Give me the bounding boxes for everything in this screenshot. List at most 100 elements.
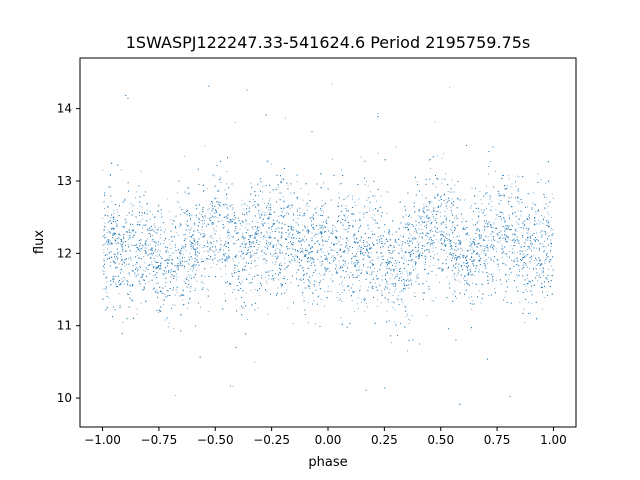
data-point: [352, 283, 354, 285]
data-point: [123, 283, 125, 285]
data-point: [159, 237, 161, 239]
data-point: [345, 218, 347, 220]
data-point: [198, 245, 200, 246]
data-point: [521, 227, 523, 229]
data-point: [245, 292, 247, 294]
data-point: [464, 264, 466, 266]
data-point: [322, 279, 324, 281]
data-point: [484, 248, 486, 249]
data-point: [552, 198, 554, 199]
data-point: [362, 298, 364, 300]
data-point: [388, 283, 390, 285]
data-point: [327, 285, 329, 287]
data-point: [220, 206, 221, 207]
data-point: [359, 212, 361, 214]
data-point: [422, 209, 424, 211]
data-point: [428, 218, 429, 220]
data-point: [450, 252, 451, 254]
data-point: [359, 285, 361, 287]
data-point: [445, 233, 447, 235]
data-point: [467, 235, 469, 236]
data-point: [228, 233, 230, 235]
data-point: [441, 243, 443, 245]
data-point: [243, 258, 245, 259]
data-point: [257, 247, 259, 249]
data-point: [320, 298, 322, 300]
data-point: [550, 265, 552, 267]
data-point: [160, 234, 161, 235]
data-point: [376, 200, 378, 202]
data-point: [430, 211, 432, 213]
data-point: [212, 224, 214, 226]
data-point: [343, 228, 345, 230]
data-point: [102, 218, 104, 219]
data-point: [481, 237, 482, 239]
data-point: [208, 255, 210, 256]
data-point: [114, 242, 116, 244]
data-point: [246, 278, 248, 280]
data-point: [104, 229, 105, 231]
data-point: [430, 231, 432, 233]
data-point: [216, 197, 218, 199]
data-point: [136, 266, 138, 268]
data-point: [188, 192, 190, 194]
data-point: [490, 224, 492, 226]
data-point: [141, 218, 143, 220]
data-point: [126, 215, 128, 216]
data-point: [426, 235, 428, 237]
data-point: [139, 205, 141, 207]
data-point: [474, 244, 476, 246]
data-point: [168, 239, 170, 241]
data-point: [332, 158, 333, 160]
data-point: [316, 258, 318, 260]
data-point: [394, 285, 396, 287]
data-point: [483, 220, 485, 222]
data-point: [206, 188, 208, 189]
data-point: [272, 262, 274, 264]
data-point: [226, 183, 227, 185]
data-point: [190, 227, 192, 229]
data-point: [109, 175, 111, 177]
data-point: [471, 205, 472, 207]
data-point: [226, 170, 228, 172]
data-point: [458, 267, 460, 269]
data-point: [129, 257, 131, 259]
data-point: [429, 251, 430, 253]
data-point: [115, 258, 116, 260]
data-point: [163, 243, 165, 245]
data-point: [109, 257, 111, 259]
data-point: [504, 253, 506, 255]
data-point: [435, 211, 437, 212]
data-point: [185, 249, 187, 251]
data-point: [231, 209, 233, 210]
data-point: [310, 262, 312, 264]
data-point: [391, 274, 393, 276]
data-point: [440, 215, 441, 217]
data-point: [352, 198, 353, 200]
data-point: [428, 221, 430, 223]
data-point: [176, 249, 178, 251]
data-point: [419, 216, 421, 218]
data-point: [544, 240, 546, 242]
data-point: [248, 273, 250, 275]
data-point: [487, 263, 489, 265]
data-point: [281, 223, 283, 225]
data-point: [122, 259, 124, 261]
data-point: [531, 206, 533, 208]
data-point: [179, 255, 181, 257]
data-point: [259, 241, 261, 243]
data-point: [488, 273, 490, 275]
data-point: [445, 218, 447, 220]
data-point: [236, 240, 238, 242]
data-point: [120, 256, 122, 258]
data-point: [152, 234, 153, 236]
data-point: [306, 226, 308, 228]
data-point: [223, 226, 225, 228]
data-point: [369, 202, 371, 204]
data-point: [451, 179, 453, 181]
data-point: [191, 258, 193, 260]
data-point: [536, 247, 537, 249]
data-point: [160, 268, 162, 270]
data-point: [270, 226, 272, 228]
data-point: [309, 276, 311, 278]
